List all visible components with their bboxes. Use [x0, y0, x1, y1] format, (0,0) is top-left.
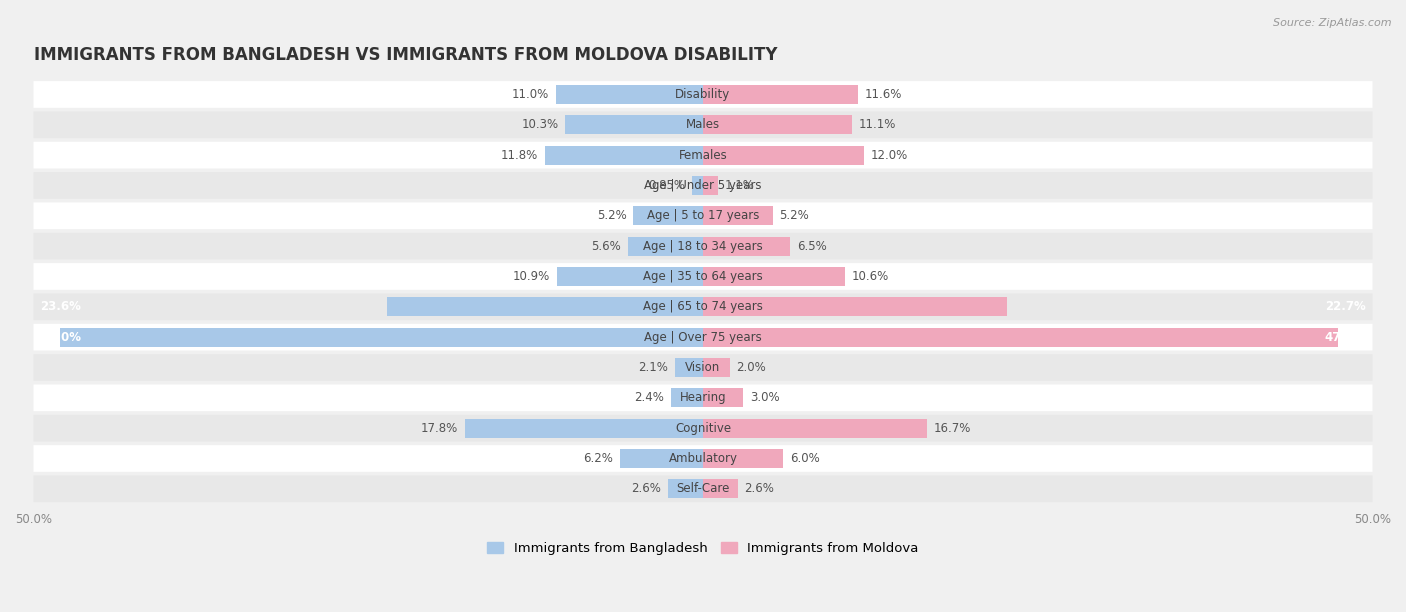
Legend: Immigrants from Bangladesh, Immigrants from Moldova: Immigrants from Bangladesh, Immigrants f…: [482, 537, 924, 561]
FancyBboxPatch shape: [34, 445, 1372, 472]
Text: 6.0%: 6.0%: [790, 452, 820, 465]
Text: 2.6%: 2.6%: [631, 482, 661, 495]
FancyBboxPatch shape: [34, 203, 1372, 229]
Text: 6.2%: 6.2%: [583, 452, 613, 465]
Bar: [703, 146, 863, 165]
Text: Cognitive: Cognitive: [675, 422, 731, 435]
Bar: [703, 328, 1337, 346]
Text: IMMIGRANTS FROM BANGLADESH VS IMMIGRANTS FROM MOLDOVA DISABILITY: IMMIGRANTS FROM BANGLADESH VS IMMIGRANTS…: [34, 46, 778, 64]
Bar: [633, 206, 703, 225]
Text: Hearing: Hearing: [679, 391, 727, 405]
Text: Age | 65 to 74 years: Age | 65 to 74 years: [643, 300, 763, 313]
Bar: [464, 419, 703, 438]
FancyBboxPatch shape: [34, 111, 1372, 138]
Text: 11.1%: 11.1%: [858, 118, 896, 132]
Bar: [703, 419, 927, 438]
Text: 22.7%: 22.7%: [1324, 300, 1365, 313]
Bar: [628, 237, 703, 256]
Bar: [703, 389, 744, 407]
Text: 11.6%: 11.6%: [865, 88, 903, 101]
Bar: [703, 116, 852, 134]
Text: Ambulatory: Ambulatory: [668, 452, 738, 465]
Text: Males: Males: [686, 118, 720, 132]
Bar: [703, 449, 783, 468]
Text: 3.0%: 3.0%: [749, 391, 779, 405]
Text: Self-Care: Self-Care: [676, 482, 730, 495]
Text: 11.0%: 11.0%: [512, 88, 548, 101]
Bar: [692, 176, 703, 195]
Bar: [565, 116, 703, 134]
FancyBboxPatch shape: [34, 233, 1372, 259]
Text: 6.5%: 6.5%: [797, 240, 827, 253]
Text: 10.6%: 10.6%: [852, 270, 889, 283]
Text: 5.6%: 5.6%: [592, 240, 621, 253]
Text: Age | 35 to 64 years: Age | 35 to 64 years: [643, 270, 763, 283]
Bar: [671, 389, 703, 407]
FancyBboxPatch shape: [34, 142, 1372, 168]
Text: Age | 18 to 34 years: Age | 18 to 34 years: [643, 240, 763, 253]
Text: 23.6%: 23.6%: [41, 300, 82, 313]
Bar: [703, 297, 1007, 316]
Text: Age | 5 to 17 years: Age | 5 to 17 years: [647, 209, 759, 222]
Text: 48.0%: 48.0%: [41, 330, 82, 344]
FancyBboxPatch shape: [34, 476, 1372, 502]
Text: 11.8%: 11.8%: [501, 149, 538, 162]
FancyBboxPatch shape: [34, 384, 1372, 411]
Text: Disability: Disability: [675, 88, 731, 101]
Bar: [387, 297, 703, 316]
Bar: [703, 206, 773, 225]
Text: 1.1%: 1.1%: [724, 179, 754, 192]
Text: 2.6%: 2.6%: [745, 482, 775, 495]
FancyBboxPatch shape: [34, 81, 1372, 108]
Text: 5.2%: 5.2%: [779, 209, 808, 222]
FancyBboxPatch shape: [34, 324, 1372, 351]
Text: 16.7%: 16.7%: [934, 422, 970, 435]
Bar: [675, 358, 703, 377]
Text: 10.9%: 10.9%: [513, 270, 550, 283]
Bar: [703, 479, 738, 498]
Text: Vision: Vision: [685, 361, 721, 374]
Text: 2.0%: 2.0%: [737, 361, 766, 374]
Bar: [703, 237, 790, 256]
Bar: [703, 176, 717, 195]
Bar: [60, 328, 703, 346]
Bar: [546, 146, 703, 165]
Text: Age | Over 75 years: Age | Over 75 years: [644, 330, 762, 344]
Bar: [703, 267, 845, 286]
Bar: [703, 85, 858, 104]
Bar: [620, 449, 703, 468]
Text: Age | Under 5 years: Age | Under 5 years: [644, 179, 762, 192]
FancyBboxPatch shape: [34, 354, 1372, 381]
Bar: [703, 358, 730, 377]
Text: 47.4%: 47.4%: [1324, 330, 1365, 344]
Text: 2.4%: 2.4%: [634, 391, 664, 405]
FancyBboxPatch shape: [34, 294, 1372, 320]
Bar: [668, 479, 703, 498]
Text: 17.8%: 17.8%: [420, 422, 458, 435]
Bar: [557, 267, 703, 286]
Text: 2.1%: 2.1%: [638, 361, 668, 374]
Text: 5.2%: 5.2%: [598, 209, 627, 222]
FancyBboxPatch shape: [34, 263, 1372, 290]
Text: Females: Females: [679, 149, 727, 162]
Text: Source: ZipAtlas.com: Source: ZipAtlas.com: [1274, 18, 1392, 28]
Text: 12.0%: 12.0%: [870, 149, 908, 162]
Bar: [555, 85, 703, 104]
FancyBboxPatch shape: [34, 415, 1372, 441]
Text: 0.85%: 0.85%: [648, 179, 685, 192]
FancyBboxPatch shape: [34, 172, 1372, 199]
Text: 10.3%: 10.3%: [522, 118, 558, 132]
